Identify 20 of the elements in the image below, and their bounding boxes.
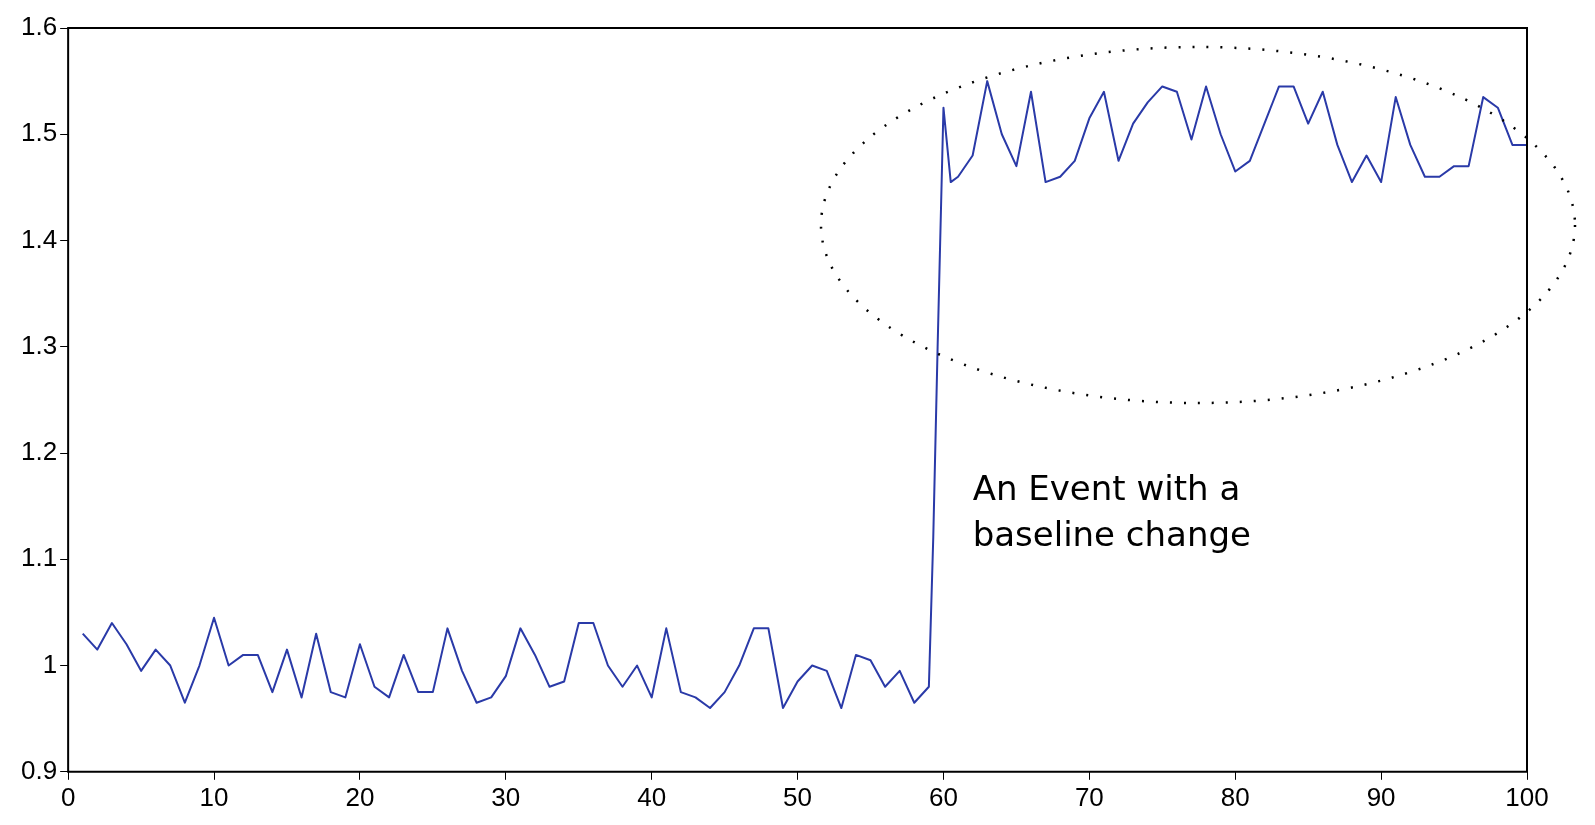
y-tick-label: 0.9 [20, 754, 58, 785]
x-tick-label: 90 [1366, 781, 1396, 812]
y-tick-label: 1.4 [20, 223, 58, 254]
x-tick-label: 0 [60, 781, 76, 812]
x-tick-label: 100 [1505, 781, 1549, 812]
x-tick-label: 80 [1220, 781, 1250, 812]
x-tick-label: 20 [345, 781, 375, 812]
y-tick-label: 1.2 [20, 436, 58, 467]
x-tick-label: 60 [929, 781, 958, 812]
x-tick-label: 70 [1074, 781, 1104, 812]
y-tick-label: 1.1 [20, 542, 58, 573]
y-tick-label: 1 [42, 648, 58, 679]
x-tick-label: 40 [637, 781, 667, 812]
annotation: An Event with a baseline change [972, 468, 1251, 555]
x-tick-label: 30 [491, 781, 521, 812]
x-tick-label: 10 [199, 781, 229, 812]
y-tick-label: 1.3 [20, 329, 58, 360]
y-tick-label: 1.6 [20, 11, 58, 42]
x-tick-label: 50 [783, 781, 813, 812]
y-tick-label: 1.5 [20, 117, 58, 148]
